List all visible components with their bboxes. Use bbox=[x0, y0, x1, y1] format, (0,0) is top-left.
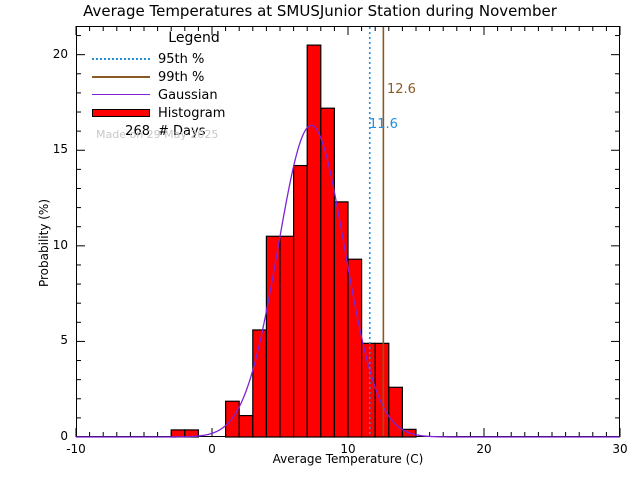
legend-item-label: 95th % bbox=[158, 51, 205, 67]
gaussian-curve bbox=[76, 124, 620, 438]
y-tick-label: 10 bbox=[52, 237, 68, 252]
days-count: 268 bbox=[125, 123, 150, 139]
legend-item-days: 268 # Days bbox=[92, 122, 292, 140]
legend-item-95th: 95th % bbox=[92, 50, 292, 68]
solid-line-icon bbox=[92, 71, 150, 83]
y-axis-label: Probability (%) bbox=[37, 199, 51, 288]
y-tick-label: 15 bbox=[52, 142, 68, 157]
p99-annotation: 12.6 bbox=[387, 82, 416, 97]
x-tick-label: 20 bbox=[476, 442, 492, 456]
chart-title: Average Temperatures at SMUSJunior Stati… bbox=[83, 2, 557, 20]
watermark-made-on: Made on 29 May 2025 bbox=[96, 128, 219, 141]
days-label: # Days bbox=[158, 123, 206, 139]
percentile-markers bbox=[368, 27, 385, 436]
legend-item-label: 99th % bbox=[158, 69, 205, 85]
legend-item-label: Gaussian bbox=[158, 87, 218, 103]
legend-item-gaussian: Gaussian bbox=[92, 86, 292, 104]
legend-item-99th: 99th % bbox=[92, 68, 292, 86]
x-tick-label: 0 bbox=[208, 442, 216, 456]
x-tick-label: 10 bbox=[340, 442, 356, 456]
dotted-line-icon bbox=[92, 53, 150, 65]
legend-item-histogram: Histogram bbox=[92, 104, 292, 122]
y-axis-label-wrap: Probability (%) bbox=[24, 40, 51, 420]
y-tick-label: 20 bbox=[52, 46, 68, 61]
filled-bar-icon bbox=[92, 107, 150, 119]
y-tick-label: 5 bbox=[60, 333, 68, 348]
y-tick-label: 0 bbox=[60, 429, 68, 443]
p95-annotation: 11.6 bbox=[369, 117, 398, 132]
axis-ticks bbox=[75, 26, 621, 438]
legend-title: Legend bbox=[168, 30, 220, 46]
histogram-bars bbox=[170, 44, 417, 438]
x-tick-label: 30 bbox=[612, 442, 628, 456]
x-axis-label: Average Temperature (C) bbox=[272, 452, 424, 466]
curve-line-icon bbox=[92, 89, 150, 101]
legend-item-label: Histogram bbox=[158, 105, 226, 121]
x-tick-label: -10 bbox=[66, 442, 86, 456]
legend: Legend 95th % 99th % Gaussian Histogram … bbox=[92, 30, 292, 140]
